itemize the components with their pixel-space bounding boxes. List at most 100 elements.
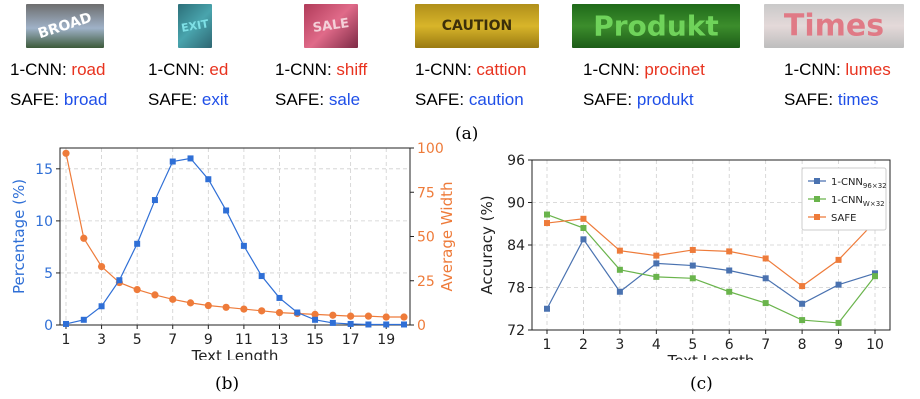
point-average-width	[275, 309, 284, 317]
point-average-width	[204, 301, 212, 310]
data-point	[799, 300, 806, 307]
data-point	[835, 256, 842, 263]
safe-prediction-label: SAFE:	[583, 90, 637, 109]
cnn-prediction: 1-CNN: road	[10, 60, 105, 80]
y-axis-label: Percentage (%)	[10, 179, 28, 294]
cnn-prediction-label: 1-CNN:	[10, 60, 72, 79]
safe-prediction-value: exit	[201, 90, 229, 109]
safe-prediction-value: broad	[63, 90, 108, 109]
y2-tick-label: 0	[417, 318, 426, 334]
cnn-prediction-value: shiff	[336, 60, 368, 79]
point-percentage	[276, 294, 283, 301]
cnn-prediction: 1-CNN: cattion	[415, 60, 527, 80]
point-average-width	[151, 291, 159, 299]
sample-image-text: CAUTION	[441, 18, 513, 34]
point-percentage	[347, 320, 354, 327]
x-tick-label: 3	[97, 332, 106, 348]
safe-prediction-label: SAFE:	[148, 90, 202, 109]
data-point	[872, 273, 878, 280]
cnn-prediction-label: 1-CNN:	[784, 60, 846, 79]
legend-label: SAFE	[831, 213, 856, 224]
y-tick-label: 5	[44, 266, 53, 282]
point-percentage	[63, 320, 69, 327]
sample-image: Produkt	[572, 4, 740, 48]
legend-marker	[814, 214, 820, 220]
y-tick-label: 84	[507, 238, 525, 254]
data-point	[726, 288, 733, 295]
x-axis-label: Text Length	[191, 347, 279, 360]
legend-marker	[814, 196, 820, 202]
safe-prediction-label: SAFE:	[10, 90, 64, 109]
point-average-width	[222, 303, 230, 311]
point-average-width	[382, 313, 390, 321]
point-percentage	[240, 242, 247, 249]
y2-tick-label: 50	[417, 230, 435, 246]
data-point	[544, 220, 550, 227]
x-tick-label: 1	[62, 332, 71, 348]
data-point	[580, 215, 587, 222]
sample-image-text: SALE	[311, 16, 351, 36]
sample-image-text: Times	[783, 8, 885, 44]
cnn-prediction: 1-CNN: ed	[148, 60, 228, 80]
y2-tick-label: 75	[417, 185, 435, 201]
legend-label: 1-CNN96×32	[831, 177, 887, 190]
x-tick-label: 15	[306, 332, 324, 348]
cnn-prediction-label: 1-CNN:	[583, 60, 645, 79]
point-average-width	[329, 311, 337, 319]
point-percentage	[116, 277, 123, 284]
x-tick-label: 6	[725, 337, 734, 353]
plot-frame	[59, 147, 411, 326]
y-tick-label: 78	[507, 281, 525, 297]
point-percentage	[223, 207, 230, 214]
series-line-average-width	[65, 153, 404, 318]
data-point	[762, 275, 769, 282]
point-percentage	[312, 316, 319, 323]
x-tick-label: 5	[688, 337, 697, 353]
point-average-width	[347, 312, 355, 320]
data-point	[799, 317, 806, 324]
point-percentage	[169, 158, 176, 165]
data-point	[762, 300, 769, 307]
x-tick-label: 7	[761, 337, 770, 353]
point-percentage	[294, 309, 301, 316]
point-percentage	[187, 155, 194, 162]
y-tick-label: 72	[507, 323, 525, 339]
point-percentage	[98, 303, 105, 310]
point-average-width	[400, 313, 408, 321]
y2-tick-label: 25	[417, 274, 435, 290]
point-average-width	[133, 286, 141, 294]
cnn-prediction-value: road	[71, 60, 106, 79]
point-average-width	[311, 310, 319, 318]
data-point	[544, 305, 550, 312]
safe-prediction-value: sale	[328, 90, 361, 109]
sample-image-text: BROAD	[36, 9, 94, 43]
data-point	[616, 266, 623, 273]
data-point	[726, 267, 733, 274]
sample-image: EXIT	[178, 4, 212, 48]
cnn-prediction-value: cattion	[476, 60, 527, 79]
x-tick-label: 4	[652, 337, 661, 353]
data-point	[653, 252, 660, 259]
data-point	[799, 283, 806, 290]
point-percentage	[80, 316, 87, 323]
sample-image: Times	[764, 4, 904, 48]
chart-accuracy-by-length: 727884909612345678910Text LengthAccuracy…	[478, 153, 891, 360]
cnn-prediction-value: lumes	[845, 60, 891, 79]
x-tick-label: 11	[235, 332, 253, 348]
x-tick-label: 5	[133, 332, 142, 348]
cnn-prediction-value: procinet	[644, 60, 705, 79]
safe-prediction: SAFE: exit	[148, 90, 228, 110]
y2-tick-label: 100	[417, 141, 444, 157]
data-point	[653, 260, 660, 267]
point-percentage	[365, 321, 372, 328]
legend-marker	[814, 178, 820, 184]
series-line	[546, 218, 876, 287]
point-percentage	[258, 273, 265, 280]
point-percentage	[329, 319, 336, 326]
safe-prediction: SAFE: caution	[415, 90, 524, 110]
x-tick-label: 1	[543, 337, 552, 353]
cnn-prediction-label: 1-CNN:	[148, 60, 210, 79]
data-point	[689, 246, 696, 253]
safe-prediction-label: SAFE:	[415, 90, 469, 109]
